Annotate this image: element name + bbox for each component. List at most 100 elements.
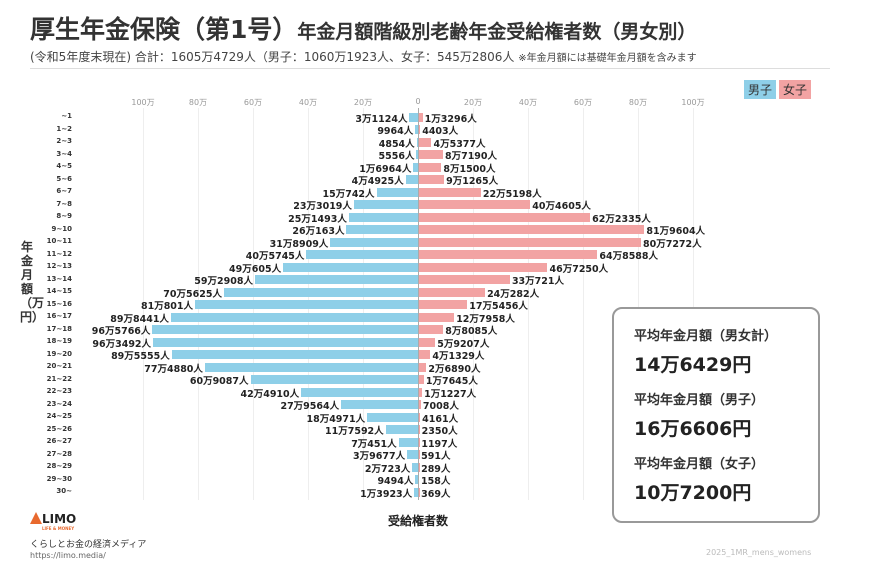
male-bar: [346, 225, 418, 234]
category-label: 17~18: [46, 324, 72, 333]
x-tick-label: 40万: [518, 98, 538, 107]
male-value-label: 81万801人: [140, 301, 194, 312]
title-main: 厚生年金保険（第1号）: [30, 15, 298, 44]
category-label: 30~: [56, 487, 72, 495]
male-bar: [353, 200, 418, 209]
male-value-label: 18万4971人: [306, 413, 366, 425]
female-bar: [419, 275, 510, 284]
limo-logo: LIMO LIFE & MONEY: [30, 512, 76, 531]
female-bar: [419, 312, 455, 322]
female-value-label: 33万721人: [511, 276, 564, 287]
category-label: 20~21: [46, 362, 72, 370]
tagline: くらしとお金の経済メディア: [30, 540, 147, 550]
y-axis-label: 年金月額（万円）: [20, 240, 45, 324]
subtitle: (令和5年度末現在) 合計：1605万4729人（男子：1060万1923人、女…: [30, 48, 697, 65]
female-value-label: 64万8588人: [599, 251, 659, 262]
category-label: 8~9: [56, 212, 72, 220]
zero-axis: [418, 108, 419, 500]
category-label: 26~27: [46, 437, 72, 445]
x-tick-label: 60万: [573, 98, 593, 107]
male-value-label: 11万7592人: [325, 426, 384, 437]
female-value-label: 1万7645人: [425, 376, 478, 387]
male-value-label: 77万4880人: [144, 363, 203, 375]
female-value-label: 591人: [421, 451, 451, 462]
female-bar: [419, 362, 427, 372]
male-bar: [301, 387, 418, 397]
category-label: 9~10: [51, 224, 72, 233]
category-label: 1~2: [56, 124, 72, 133]
category-label: 6~7: [56, 187, 72, 195]
average-summary-card: 平均年金月額（男女計） 14万6429円 平均年金月額（男子） 16万6606円…: [612, 307, 820, 523]
logo-mark-icon: [30, 512, 42, 524]
male-value-label: 9964人: [377, 126, 414, 137]
female-value-label: 1万1227人: [424, 388, 477, 400]
female-value-label: 8万7190人: [444, 151, 498, 162]
category-label: 25~26: [46, 424, 72, 433]
male-value-label: 1万6964人: [359, 163, 412, 175]
male-value-label: 25万1493人: [288, 213, 347, 225]
category-label: ~1: [61, 112, 72, 120]
male-value-label: 27万9564人: [280, 401, 340, 412]
male-bar: [412, 462, 418, 472]
male-bar: [405, 175, 418, 184]
female-value-label: 4万5377人: [433, 138, 486, 150]
female-value-label: 158人: [421, 476, 451, 487]
male-bar: [153, 337, 418, 347]
category-label: 28~29: [46, 462, 72, 470]
female-value-label: 80万7272人: [642, 238, 702, 250]
male-bar: [250, 375, 418, 384]
female-value-label: 4万1329人: [432, 351, 485, 362]
x-tick-label: 80万: [628, 98, 648, 107]
category-label: 24~25: [46, 412, 72, 420]
female-value-label: 22万5198人: [482, 188, 542, 200]
male-bar: [416, 137, 418, 147]
female-bar: [419, 200, 531, 209]
female-bar: [419, 125, 421, 134]
gridline: [693, 108, 694, 500]
avg-female-value: 10万7200円: [634, 482, 752, 504]
male-value-label: 3万1124人: [355, 113, 408, 125]
category-label: 15~16: [46, 299, 72, 308]
male-bar: [152, 325, 418, 334]
female-value-label: 4403人: [422, 126, 459, 137]
male-bar: [367, 412, 418, 422]
male-bar: [171, 350, 418, 359]
gridline: [583, 108, 584, 500]
female-value-label: 46万7250人: [549, 263, 609, 275]
male-bar: [415, 475, 418, 484]
gridline: [473, 108, 474, 500]
title-rest: 年金月額階級別老齢年金受給権者数（男女別）: [297, 21, 697, 43]
female-bar: [419, 137, 432, 147]
female-value-label: 40万4605人: [532, 201, 591, 212]
category-label: 16~17: [46, 312, 72, 320]
category-label: 12~13: [46, 262, 72, 270]
male-value-label: 31万8909人: [269, 238, 329, 250]
female-value-label: 4161人: [422, 413, 459, 425]
male-bar: [223, 287, 418, 297]
category-label: 13~14: [46, 274, 72, 283]
subtitle-text: (令和5年度末現在) 合計：1605万4729人（男子：1060万1923人、女…: [30, 50, 515, 64]
male-bar: [385, 425, 418, 434]
female-value-label: 2万6890人: [428, 363, 481, 375]
female-bar: [419, 400, 421, 409]
x-tick-label: 20万: [463, 98, 483, 107]
female-value-label: 12万7958人: [456, 313, 515, 325]
male-value-label: 59万2908人: [194, 276, 253, 287]
category-label: 29~30: [46, 474, 72, 483]
female-value-label: 5万9207人: [437, 338, 490, 350]
female-bar: [419, 237, 641, 247]
female-value-label: 7008人: [422, 401, 459, 412]
male-value-label: 3万9677人: [353, 451, 406, 462]
female-value-label: 369人: [421, 488, 451, 500]
category-label: 22~23: [46, 387, 72, 395]
male-value-label: 4854人: [378, 138, 415, 150]
female-value-label: 17万5456人: [469, 301, 528, 312]
x-tick-label: 60万: [243, 98, 263, 107]
female-value-label: 24万282人: [487, 288, 540, 300]
male-bar: [413, 162, 418, 172]
legend: 男子 女子: [744, 80, 812, 99]
category-label: 10~11: [46, 237, 72, 245]
male-value-label: 89万8441人: [110, 313, 169, 325]
avg-male-label: 平均年金月額（男子）: [634, 393, 765, 408]
category-label: 4~5: [56, 162, 72, 170]
